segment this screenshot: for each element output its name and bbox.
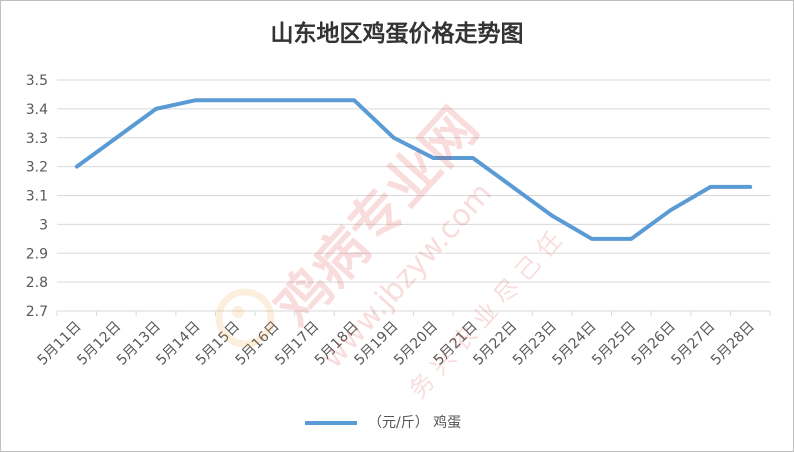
- series-layer: [74, 98, 753, 241]
- y-tick-label: 2.7: [26, 304, 48, 320]
- y-axis: 3.5 3.4 3.3 3.2 3.1 3 2.9 2.8 2.7: [26, 73, 48, 320]
- data-point: [75, 165, 79, 169]
- data-point: [392, 136, 396, 140]
- data-point: [629, 237, 633, 241]
- data-point: [590, 237, 594, 241]
- data-point: [709, 185, 713, 189]
- y-tick-label: 3.4: [26, 102, 48, 118]
- y-tick-label: 3: [39, 217, 48, 233]
- legend-label: （元/斤） 鸡蛋: [368, 415, 462, 431]
- y-tick-label: 2.8: [26, 275, 48, 291]
- data-point: [114, 136, 118, 140]
- data-point: [511, 185, 515, 189]
- gridlines: [57, 79, 770, 312]
- data-point: [471, 156, 475, 160]
- legend-swatch: [305, 421, 357, 425]
- chart-title: 山东地区鸡蛋价格走势图: [270, 20, 524, 47]
- y-tick-label: 3.3: [26, 131, 48, 147]
- data-point: [431, 156, 435, 160]
- series-line: [74, 98, 753, 241]
- data-point: [154, 107, 158, 111]
- data-point: [273, 98, 277, 102]
- y-tick-label: 3.2: [26, 160, 48, 176]
- x-tick-label: 5月28日: [708, 319, 758, 369]
- legend: （元/斤） 鸡蛋: [0, 410, 794, 434]
- data-point: [233, 98, 237, 102]
- data-point: [748, 185, 752, 189]
- data-point: [352, 98, 356, 102]
- x-axis: 5月11日5月12日5月13日5月14日5月15日5月16日5月17日5月18日…: [35, 311, 771, 369]
- y-tick-label: 3.1: [26, 189, 48, 205]
- y-tick-label: 3.5: [26, 73, 48, 89]
- y-tick-label: 2.9: [26, 246, 48, 262]
- data-point: [194, 98, 198, 102]
- data-point: [669, 208, 673, 212]
- data-point: [312, 98, 316, 102]
- data-point: [550, 214, 554, 218]
